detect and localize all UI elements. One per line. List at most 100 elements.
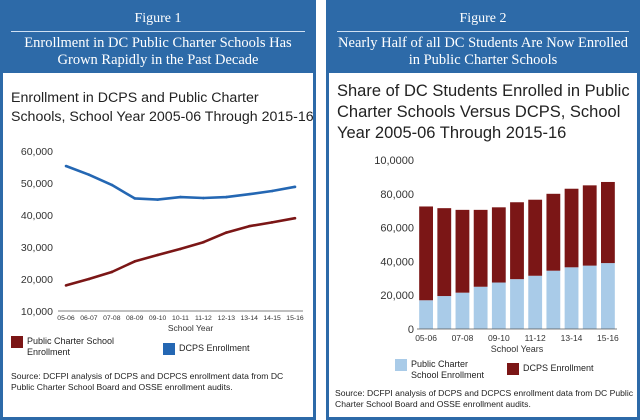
y-tick-label: 80,000: [380, 189, 414, 201]
bar-segment-1: [601, 181, 615, 264]
legend-charter-2-swatch: [395, 359, 407, 371]
line-chart: 10,000 20,000 30,000 40,000 50,000 60,000 05-0…: [21, 146, 304, 333]
bar-segment-1: [473, 209, 488, 287]
figure-1-title: Enrollment in DC Public Charter Schools …: [24, 35, 292, 68]
data-point: [179, 195, 182, 199]
figure-1-panel: Figure 1 Enrollment in DC Public Charter…: [0, 0, 316, 420]
y-tick-label: 0: [408, 324, 414, 336]
data-point: [87, 173, 91, 176]
bar-segment-1: [491, 207, 506, 283]
x-axis-label: School Year: [168, 323, 214, 333]
legend-charter: Public Charter School Enrollment: [11, 336, 141, 358]
x-axis-label: School Years: [491, 344, 544, 354]
figure-1-chart-title: Enrollment in DCPS and Public Charter Sc…: [11, 90, 314, 125]
data-point: [87, 277, 91, 281]
bar-segment-1: [510, 202, 524, 280]
figure-2-title: Nearly Half of all DC Students Are Now E…: [338, 35, 628, 68]
x-tick-label: 09-10: [488, 333, 510, 343]
figure-2-source: Source: DCFPI analysis of DCPS and DCPCS…: [335, 388, 634, 409]
y-tick-label: 10,0000: [374, 155, 414, 167]
data-point: [293, 185, 297, 189]
y-tick-label: 60,000: [380, 223, 414, 235]
data-point: [270, 221, 274, 224]
x-tick-label: 15-16: [597, 333, 619, 343]
figure-1-header: Figure 1 Enrollment in DC Public Charter…: [3, 3, 313, 73]
x-tick-label: 11-12: [525, 333, 546, 343]
figure-2-chart-title: Share of DC Students Enrolled in Public …: [337, 82, 630, 142]
legend-dcps-2-swatch: [507, 363, 519, 375]
x-tick-label: 07-08: [452, 333, 474, 343]
legend-charter-label: Public Charter School Enrollment: [27, 336, 115, 357]
x-tick-label: 11-12: [195, 315, 212, 322]
bar-segment-0: [528, 275, 543, 329]
x-tick-label: 13-14: [561, 333, 583, 343]
data-point: [270, 189, 274, 193]
x-tick-label: 15-16: [286, 315, 304, 322]
data-point: [225, 195, 228, 199]
data-point: [247, 224, 251, 228]
bar-segment-0: [601, 263, 615, 329]
x-tick-label: 13-14: [241, 315, 259, 322]
figure-2-header: Figure 2 Nearly Half of all DC Students …: [329, 3, 637, 73]
x-tick-label: 05-06: [57, 315, 75, 322]
bar-segment-0: [419, 300, 433, 329]
data-point: [64, 164, 68, 168]
series-line-1: [65, 164, 296, 201]
bar-segment-1: [546, 193, 561, 271]
legend-dcps: DCPS Enrollment: [163, 343, 303, 355]
legend-dcps-2: DCPS Enrollment: [507, 363, 627, 375]
bar-segment-0: [564, 267, 579, 329]
bar-segment-1: [437, 208, 452, 297]
bar-segment-1: [419, 206, 433, 301]
data-point: [247, 192, 251, 196]
data-point: [110, 270, 114, 274]
y-tick-label: 50,000: [21, 178, 53, 190]
x-tick-label: 07-08: [103, 315, 121, 322]
data-point: [133, 197, 136, 200]
legend-dcps-label: DCPS Enrollment: [179, 343, 250, 353]
data-point: [225, 231, 228, 234]
data-point: [156, 253, 159, 257]
figure-2-panel: Figure 2 Nearly Half of all DC Students …: [326, 0, 640, 420]
x-tick-label: 12-13: [218, 315, 236, 322]
y-tick-label: 10,000: [21, 306, 53, 318]
figure-2-divider: [337, 31, 629, 32]
x-tick-label: 09-10: [149, 315, 167, 322]
bar-segment-1: [455, 209, 470, 293]
figure-1-source: Source: DCFPI analysis of DCPS and DCPCS…: [11, 371, 284, 392]
bar-segment-1: [564, 188, 579, 268]
data-point: [110, 183, 114, 187]
figure-1-number: Figure 1: [134, 11, 182, 26]
legend-charter-2: Public Charter School Enrollment: [395, 359, 495, 381]
bar-segment-0: [437, 296, 452, 329]
y-tick-label: 40,000: [21, 210, 53, 222]
legend-charter-2-label: Public Charter School Enrollment: [411, 359, 485, 380]
data-point: [133, 260, 136, 263]
x-tick-label: 08-09: [126, 315, 144, 322]
x-tick-label: 14-15: [263, 315, 281, 322]
data-point: [179, 247, 182, 251]
figure-2-number: Figure 2: [459, 11, 507, 26]
legend-charter-swatch: [11, 336, 23, 348]
x-tick-label: 05-06: [415, 333, 437, 343]
bar-segment-0: [491, 282, 506, 329]
y-tick-label: 20,000: [21, 274, 53, 286]
data-point: [293, 216, 297, 220]
legend-dcps-2-label: DCPS Enrollment: [523, 363, 594, 373]
x-tick-label: 10-11: [172, 315, 189, 322]
data-point: [64, 284, 68, 287]
figure-1-divider: [11, 31, 305, 32]
data-point: [156, 198, 159, 201]
stacked-bar-chart: 0 20,000 40,000 60,000 80,000 10,0000 05-06 07-…: [374, 155, 619, 354]
x-tick-label: 06-07: [80, 315, 98, 322]
legend-dcps-swatch: [163, 343, 175, 355]
bar-segment-0: [473, 286, 488, 329]
y-tick-label: 60,000: [21, 146, 53, 158]
bar-segment-0: [546, 270, 561, 329]
y-tick-label: 40,000: [380, 256, 414, 268]
data-point: [202, 196, 205, 200]
bar-segment-1: [528, 199, 543, 276]
bar-segment-0: [455, 292, 470, 329]
y-tick-label: 30,000: [21, 242, 53, 254]
y-tick-label: 20,000: [380, 290, 414, 302]
